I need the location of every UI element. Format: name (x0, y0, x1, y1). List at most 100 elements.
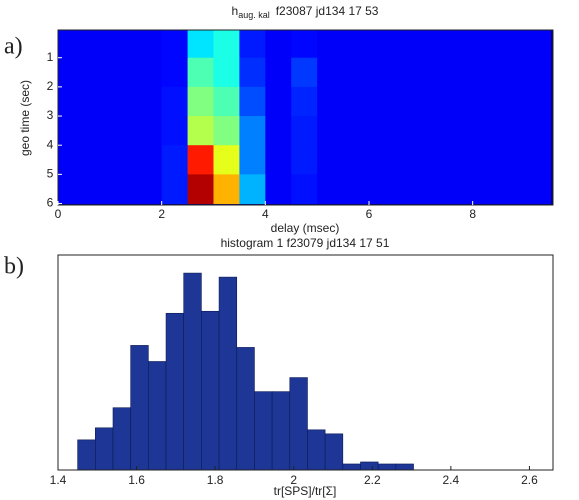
heatmap-cell (213, 57, 240, 88)
heatmap-cell (83, 57, 111, 88)
x-axis-label: tr[SPS]/tr[Σ] (274, 484, 337, 498)
heatmap-cell (109, 174, 137, 205)
heatmap-cell (498, 86, 525, 117)
histogram-bar (324, 433, 344, 471)
chart-title: histogram 1 f23079 jd134 17 51 (221, 236, 390, 250)
heatmap-cell (109, 30, 137, 59)
heatmap-cell (420, 145, 448, 175)
heatmap-cell (265, 174, 292, 205)
histogram-bar (112, 407, 131, 471)
heatmap-cell (472, 174, 500, 205)
heatmap-cell (83, 145, 111, 175)
heatmap-cell (524, 174, 551, 205)
heatmap-cell (472, 57, 500, 88)
heatmap-cell (343, 116, 370, 146)
heatmap-cell (368, 86, 396, 117)
heatmap-cell (420, 116, 448, 146)
heatmap-cell (498, 145, 525, 175)
heatmap-cell (446, 145, 474, 175)
heatmap-cell (239, 57, 266, 88)
histogram-bar (165, 312, 185, 471)
heatmap-cell (213, 145, 240, 175)
heatmap-cell (420, 30, 448, 59)
heatmap-cell (187, 174, 214, 205)
heatmap-cell (420, 57, 448, 88)
heatmap-cell (58, 57, 85, 88)
heatmap-cell (317, 174, 344, 205)
panel-label: b) (4, 254, 24, 280)
heatmap-cell (135, 86, 163, 117)
plot-frame (57, 254, 554, 471)
heatmap-cell (291, 145, 318, 175)
heatmap-cell (187, 57, 214, 88)
heatmap-cell (394, 86, 422, 117)
heatmap-cell (446, 174, 474, 205)
heatmap-cell (317, 57, 344, 88)
heatmap-cell (213, 116, 240, 146)
heatmap-cell (83, 116, 111, 146)
heatmap-cell (446, 86, 474, 117)
heatmap-cell (291, 174, 318, 205)
heatmap-cell (498, 174, 525, 205)
heatmap-cell (420, 174, 448, 205)
histogram-bar (130, 345, 149, 471)
heatmap-cell (420, 86, 448, 117)
heatmap-cell (343, 86, 370, 117)
plot-frame (57, 29, 554, 206)
panel-label: a) (4, 34, 23, 60)
heatmap-cell (317, 116, 344, 146)
heatmap-cell (472, 86, 500, 117)
heatmap-cell (58, 86, 85, 117)
heatmap-cell (394, 145, 422, 175)
histogram-bar (236, 347, 255, 471)
heatmap-cell (498, 116, 525, 146)
title-main: h (232, 4, 239, 18)
heatmap-cell (265, 57, 292, 88)
heatmap-cell (213, 86, 240, 117)
heatmap-cell (239, 116, 266, 146)
heatmap-cell (265, 116, 292, 146)
heatmap-cell (109, 86, 137, 117)
heatmap-cell (109, 57, 137, 88)
heatmap-cell (291, 57, 318, 88)
heatmap-cell (343, 30, 370, 59)
heatmap-cell (368, 174, 396, 205)
y-tick-label: 2 (47, 79, 54, 93)
heatmap-cell (498, 30, 525, 59)
y-tick-label: 3 (47, 108, 54, 122)
y-tick-label: 6 (47, 196, 54, 210)
histogram-bar (148, 361, 167, 471)
x-tick-label: 6 (366, 207, 373, 221)
heatmap (58, 30, 553, 205)
histogram-bar (183, 272, 202, 471)
heatmap-cell (394, 57, 422, 88)
heatmap-cell (524, 86, 551, 117)
x-tick-label: 0 (55, 207, 62, 221)
heatmap-cell (291, 86, 318, 117)
histogram-bar (360, 461, 379, 471)
heatmap-cell (135, 30, 163, 59)
heatmap-cell (135, 174, 163, 205)
heatmap-cell (343, 174, 370, 205)
histogram-bar (95, 427, 114, 471)
heatmap-cell (368, 145, 396, 175)
y-tick-label: 4 (47, 137, 54, 151)
heatmap-cell (368, 116, 396, 146)
heatmap-cell (187, 145, 214, 175)
histogram-bar (307, 429, 326, 471)
heatmap-cell (161, 145, 189, 175)
x-tick-label: 8 (469, 207, 476, 221)
chart-title: haug. kal f23087 jd134 17 53 (232, 4, 379, 20)
heatmap-cell (524, 30, 551, 59)
y-axis-label: geo time (sec) (18, 80, 32, 156)
heatmap-cell (239, 30, 266, 59)
x-tick-label: 1.8 (207, 473, 224, 487)
heatmap-cell (524, 116, 551, 146)
title-suffix: f23087 jd134 17 53 (276, 4, 379, 18)
heatmap-cell (317, 145, 344, 175)
heatmap-cell (498, 57, 525, 88)
histogram-bar (377, 463, 397, 471)
histogram-bar (218, 276, 238, 471)
heatmap-cell (213, 174, 240, 205)
